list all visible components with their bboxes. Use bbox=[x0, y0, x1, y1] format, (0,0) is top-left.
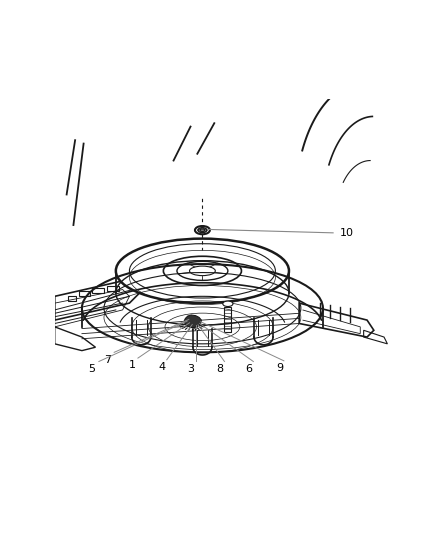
Text: 8: 8 bbox=[216, 364, 224, 374]
Text: 5: 5 bbox=[88, 364, 95, 374]
Text: 10: 10 bbox=[340, 228, 354, 238]
Ellipse shape bbox=[223, 301, 233, 306]
Text: 9: 9 bbox=[276, 363, 283, 373]
Text: 6: 6 bbox=[245, 364, 252, 374]
Text: 3: 3 bbox=[187, 364, 194, 374]
Ellipse shape bbox=[195, 226, 210, 234]
Ellipse shape bbox=[116, 239, 289, 303]
Polygon shape bbox=[184, 315, 201, 328]
Text: 1: 1 bbox=[129, 360, 136, 370]
Ellipse shape bbox=[82, 282, 323, 371]
Text: 7: 7 bbox=[104, 354, 111, 365]
Text: 4: 4 bbox=[158, 362, 165, 372]
